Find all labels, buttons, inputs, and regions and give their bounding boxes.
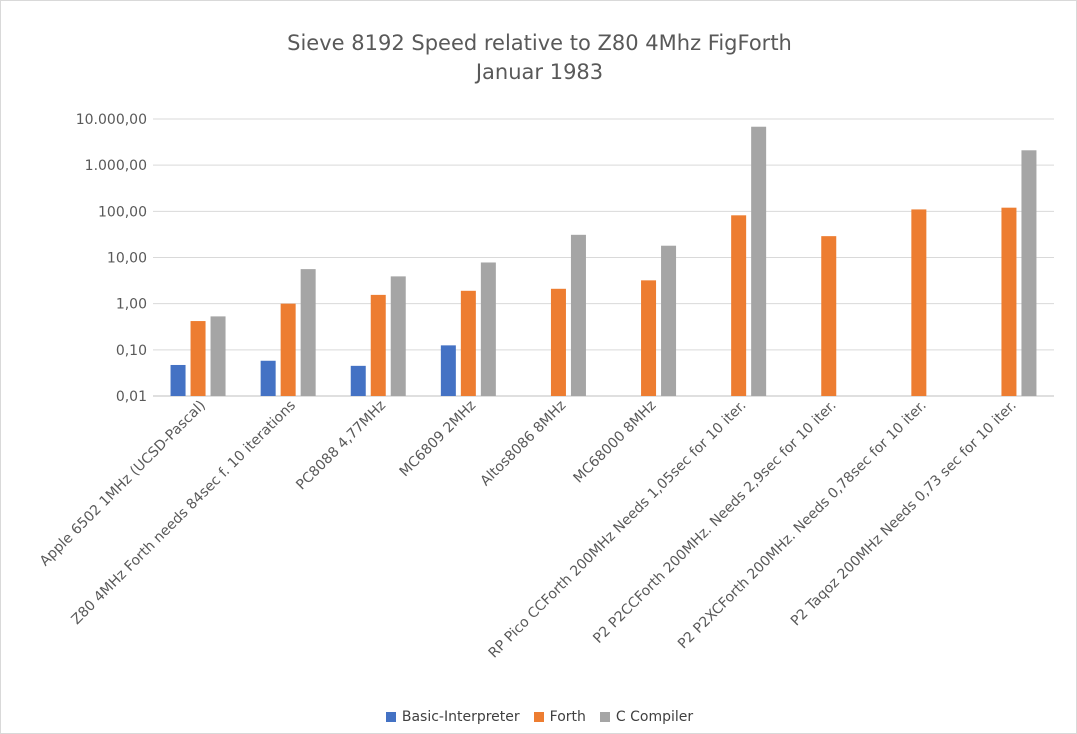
y-tick-label: 10,00 (107, 251, 147, 267)
y-tick-label: 1.000,00 (85, 158, 147, 174)
y-tick-label: 0,01 (116, 389, 147, 405)
legend-label: C Compiler (615, 709, 694, 725)
bar[interactable] (460, 290, 476, 396)
x-tick-label: PC8088 4,77MHz (293, 398, 389, 494)
y-tick-label: 0,10 (116, 343, 147, 359)
bar[interactable] (1001, 207, 1017, 396)
bar[interactable] (550, 288, 566, 396)
bar[interactable] (1021, 150, 1037, 396)
bar[interactable] (280, 303, 296, 396)
bar[interactable] (821, 236, 837, 396)
x-tick-label: MC6809 2MHz (397, 398, 480, 481)
legend: Basic-Interpreter Forth C Compiler (1, 709, 1077, 725)
legend-label: Forth (549, 709, 586, 725)
bar[interactable] (170, 364, 186, 396)
bar[interactable] (350, 365, 366, 396)
legend-swatch (533, 712, 544, 722)
y-tick-label: 10.000,00 (76, 112, 147, 128)
bar[interactable] (370, 294, 386, 396)
chart-subtitle: Januar 1983 (475, 60, 604, 84)
bar[interactable] (661, 245, 677, 396)
legend-item-basic-interpreter[interactable]: Basic-Interpreter (385, 709, 520, 725)
bar[interactable] (911, 209, 927, 396)
y-axis-tick-labels: 0,01 0,10 1,00 10,00 100,00 1.000,00 10.000,00 (76, 112, 147, 405)
bar[interactable] (731, 215, 747, 396)
bar[interactable] (570, 234, 586, 396)
bar[interactable] (641, 280, 657, 396)
bar[interactable] (190, 321, 206, 396)
bar[interactable] (751, 126, 767, 396)
chart-title: Sieve 8192 Speed relative to Z80 4Mhz Fi… (287, 31, 792, 55)
y-tick-label: 100,00 (98, 204, 147, 220)
bar[interactable] (440, 345, 456, 396)
bar-chart: 0,01 0,10 1,00 10,00 100,00 1.000,00 10.000,00… (37, 112, 1054, 662)
legend-label: Basic-Interpreter (401, 709, 520, 725)
bar[interactable] (210, 316, 226, 396)
x-tick-label: Apple 6502 1MHz (UCSD-Pascal) (37, 398, 209, 570)
x-axis-tick-labels: Apple 6502 1MHz (UCSD-Pascal)Z80 4MHz Fo… (37, 398, 1020, 662)
legend-item-c-compiler[interactable]: C Compiler (599, 709, 694, 725)
x-tick-label: MC68000 8MHz (570, 398, 659, 487)
bar[interactable] (390, 276, 406, 396)
legend-swatch (385, 712, 396, 722)
x-tick-label: Altos8086 8MHz (478, 398, 570, 490)
bar[interactable] (300, 269, 316, 396)
bar[interactable] (260, 360, 276, 396)
y-tick-label: 1,00 (116, 297, 147, 313)
bars (170, 126, 1037, 396)
legend-item-forth[interactable]: Forth (533, 709, 586, 725)
bar[interactable] (480, 262, 496, 396)
legend-swatch (599, 712, 610, 722)
